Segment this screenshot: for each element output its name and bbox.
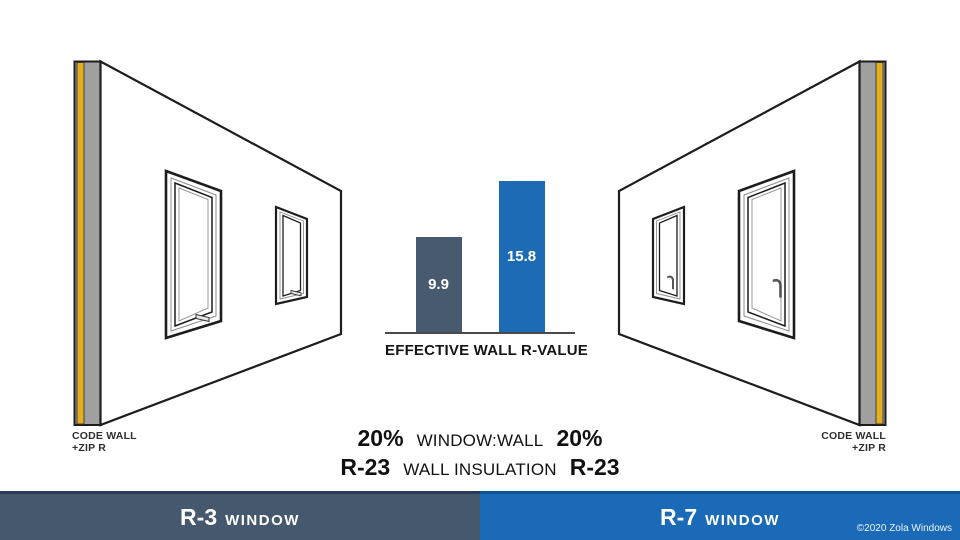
r3-window-label: R-3 WINDOW (180, 504, 300, 531)
footer-band: R-3 WINDOW R-7 WINDOW ©2020 Zola Windows (0, 491, 960, 540)
right-wall-caption: CODE WALL +ZIP R (821, 430, 886, 454)
r3-window-label-strong: R-3 (180, 503, 218, 530)
left-large-window-latch-icon (195, 313, 210, 323)
bar-r7-value-label: 15.8 (506, 248, 537, 265)
left-insulation-value: R-23 (340, 454, 391, 480)
left-wall-caption: CODE WALL +ZIP R (72, 430, 137, 454)
window-wall-ratio-row: 20% WINDOW:WALL 20% (280, 425, 680, 454)
bar-r3-wall: 9.9 (415, 237, 462, 332)
chart-bars: 9.9 15.8 (385, 180, 575, 334)
wall-insulation-row: R-23 WALL INSULATION R-23 (280, 454, 680, 483)
right-wall-caption-line1: CODE WALL (821, 430, 886, 442)
bar-r3-value-label: 9.9 (428, 276, 449, 293)
bar-r7-wall: 15.8 (498, 181, 545, 332)
left-ratio-value: 20% (357, 425, 404, 451)
left-wall-caption-line1: CODE WALL (72, 430, 137, 442)
right-large-window-handle-icon (772, 278, 782, 298)
shared-specs: 20% WINDOW:WALL 20% R-23 WALL INSULATION… (280, 425, 680, 483)
chart-title: EFFECTIVE WALL R-VALUE (385, 342, 589, 359)
left-wall-illustration (73, 60, 343, 427)
right-wall-caption-line2: +ZIP R (852, 441, 886, 454)
r7-window-label-rest: WINDOW (705, 511, 780, 529)
right-wall-illustration (617, 60, 887, 427)
effective-r-value-chart: 9.9 15.8 EFFECTIVE WALL R-VALUE (385, 180, 589, 359)
copyright-text: ©2020 Zola Windows (856, 523, 952, 534)
right-insulation-value: R-23 (569, 454, 620, 480)
footer-right: R-7 WINDOW ©2020 Zola Windows (480, 491, 960, 540)
r7-window-label: R-7 WINDOW (660, 504, 780, 531)
right-small-window-handle-icon (667, 275, 674, 290)
footer-left: R-3 WINDOW (0, 491, 480, 540)
insulation-label: WALL INSULATION (403, 460, 557, 479)
left-wall-caption-line2: +ZIP R (72, 441, 106, 454)
right-ratio-value: 20% (556, 425, 603, 451)
ratio-label: WINDOW:WALL (416, 431, 544, 450)
r7-window-label-strong: R-7 (660, 503, 698, 530)
r3-window-label-rest: WINDOW (225, 511, 300, 529)
left-small-window-latch-icon (290, 289, 302, 297)
